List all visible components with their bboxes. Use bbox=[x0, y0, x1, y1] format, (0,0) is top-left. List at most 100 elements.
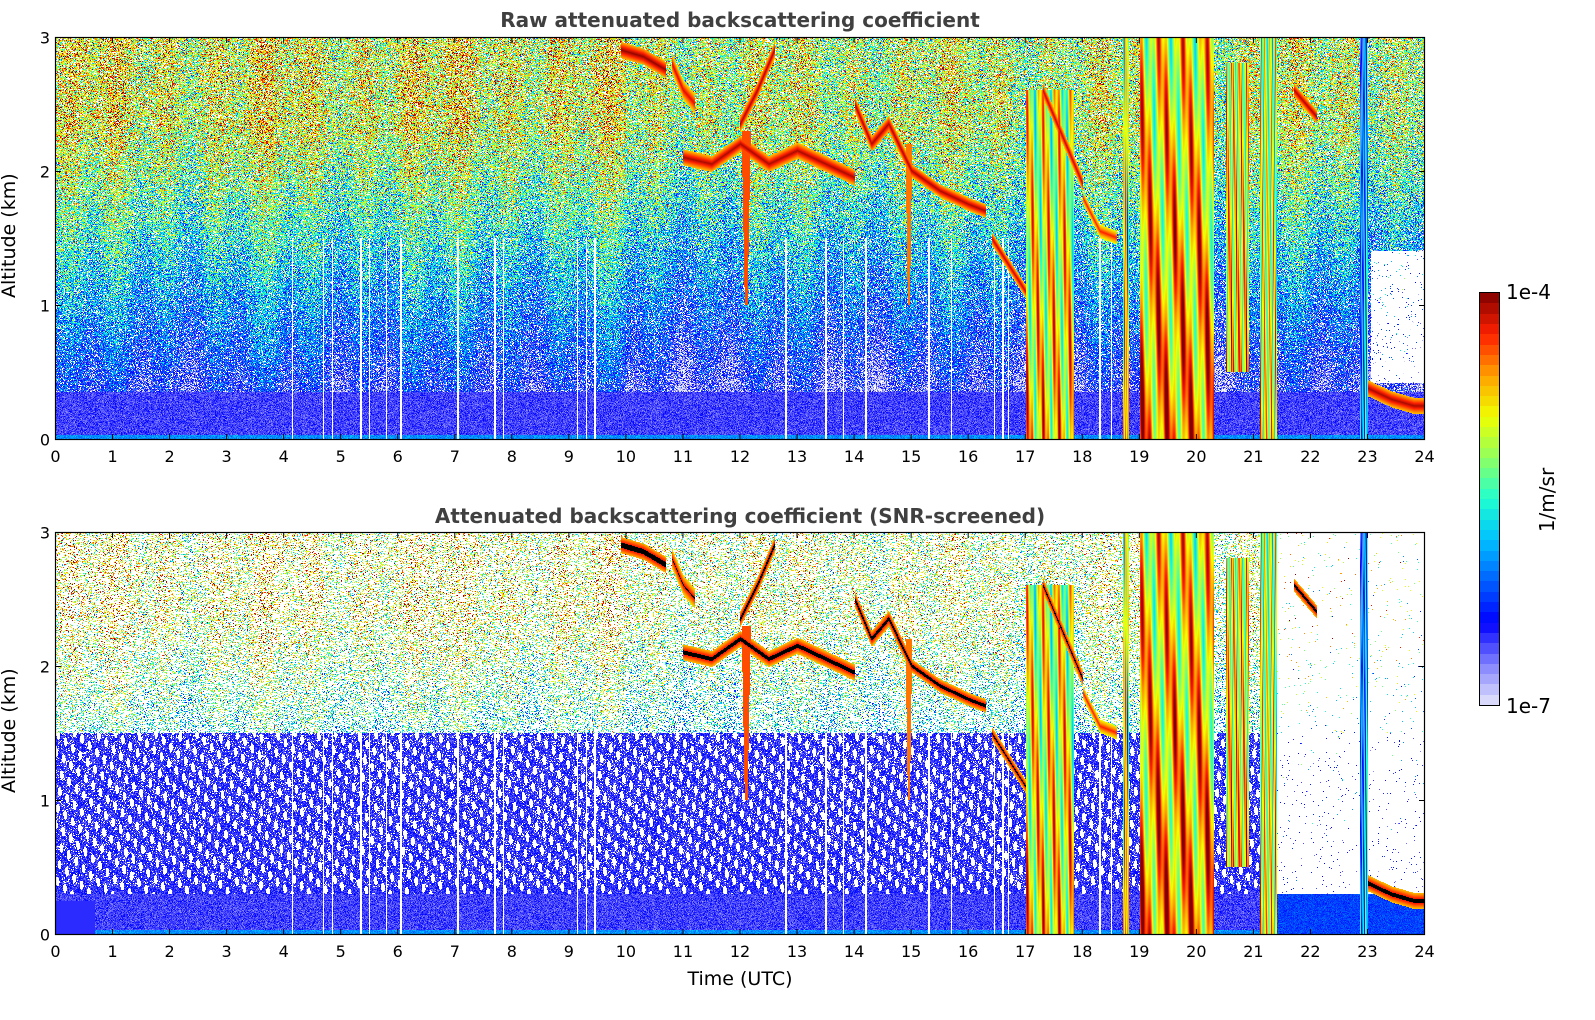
colorbar-step bbox=[1480, 416, 1499, 427]
x-tick-label: 16 bbox=[958, 942, 978, 961]
y-tick-label: 0 bbox=[40, 926, 50, 945]
colorbar-step bbox=[1480, 632, 1499, 644]
colorbar-step bbox=[1480, 571, 1499, 582]
colorbar-step bbox=[1480, 622, 1499, 633]
x-tick-label: 21 bbox=[1243, 447, 1263, 466]
x-tick-label: 12 bbox=[730, 942, 750, 961]
x-tick-label: 17 bbox=[1015, 942, 1035, 961]
colorbar-step bbox=[1480, 560, 1499, 572]
x-tick-label: 17 bbox=[1015, 447, 1035, 466]
colorbar-step bbox=[1480, 437, 1499, 448]
x-tick-label: 9 bbox=[564, 447, 574, 466]
bottom-axes-frame: 0 1 2 3 4 5 6 7 8 9 10 11 12 13 14 15 16 17 18 19 20 21 22 23 24… bbox=[40, 524, 1435, 962]
colorbar-step bbox=[1480, 509, 1499, 520]
colorbar-step bbox=[1480, 591, 1499, 603]
colorbar-unit-label: 1/m/sr bbox=[1535, 467, 1560, 533]
colorbar-step bbox=[1480, 478, 1499, 489]
y-tick-label: 2 bbox=[40, 658, 50, 677]
x-tick-label: 5 bbox=[336, 942, 346, 961]
x-tick-label: 6 bbox=[393, 447, 403, 466]
top-heatmap-image bbox=[55, 37, 1425, 440]
x-tick-label: 0 bbox=[50, 942, 60, 961]
x-tick-label: 22 bbox=[1300, 942, 1320, 961]
x-tick-label: 13 bbox=[787, 447, 807, 466]
x-tick-label: 10 bbox=[616, 942, 636, 961]
x-tick-label: 11 bbox=[673, 942, 693, 961]
x-tick-label: 8 bbox=[507, 447, 517, 466]
y-tick-label: 3 bbox=[40, 524, 50, 543]
colorbar-step bbox=[1480, 694, 1499, 705]
x-tick-label: 14 bbox=[844, 942, 864, 961]
x-tick-label: 18 bbox=[1072, 447, 1092, 466]
x-tick-label: 18 bbox=[1072, 942, 1092, 961]
colorbar-step bbox=[1480, 581, 1499, 592]
x-tick-label: 20 bbox=[1186, 942, 1206, 961]
colorbar-step bbox=[1480, 313, 1499, 325]
x-tick-label: 10 bbox=[616, 447, 636, 466]
colorbar-max-label: 1e-4 bbox=[1506, 280, 1551, 304]
x-tick-label: 15 bbox=[901, 942, 921, 961]
x-tick-label: 1 bbox=[107, 942, 117, 961]
x-tick-label: 14 bbox=[844, 447, 864, 466]
colorbar-step bbox=[1480, 468, 1499, 479]
x-tick-label: 23 bbox=[1357, 942, 1377, 961]
colorbar-step bbox=[1480, 653, 1499, 664]
colorbar-step bbox=[1480, 519, 1499, 530]
bottom-heatmap-image bbox=[55, 532, 1425, 935]
colorbar-step bbox=[1480, 488, 1499, 500]
top-chart-title: Raw attenuated backscattering coefficien… bbox=[500, 8, 980, 32]
colorbar-step bbox=[1480, 375, 1499, 386]
colorbar-step bbox=[1480, 303, 1499, 314]
x-tick-label: 8 bbox=[507, 942, 517, 961]
colorbar-min-label: 1e-7 bbox=[1506, 694, 1551, 718]
x-tick-label: 12 bbox=[730, 447, 750, 466]
colorbar-step bbox=[1480, 674, 1499, 685]
colorbar-step bbox=[1480, 396, 1499, 407]
colorbar-step bbox=[1480, 293, 1499, 304]
colorbar-step bbox=[1480, 457, 1499, 469]
colorbar-step bbox=[1480, 684, 1499, 695]
x-tick-label: 3 bbox=[222, 447, 232, 466]
colorbar-step bbox=[1480, 385, 1499, 397]
x-tick-label: 21 bbox=[1243, 942, 1263, 961]
x-tick-label: 2 bbox=[164, 942, 174, 961]
x-tick-label: 24 bbox=[1414, 942, 1434, 961]
y-tick-label: 0 bbox=[40, 431, 50, 450]
top-y-axis-label: Altitude (km) bbox=[0, 173, 20, 298]
y-tick-label: 1 bbox=[40, 792, 50, 811]
x-tick-label: 16 bbox=[958, 447, 978, 466]
x-tick-label: 4 bbox=[279, 447, 289, 466]
colorbar-step bbox=[1480, 663, 1499, 675]
x-axis-label: Time (UTC) bbox=[687, 968, 793, 990]
axes-border bbox=[54, 531, 1426, 936]
x-tick-label: 7 bbox=[450, 447, 460, 466]
colorbar-step bbox=[1480, 540, 1499, 551]
colorbar-step bbox=[1480, 334, 1499, 345]
x-tick-label: 24 bbox=[1414, 447, 1434, 466]
y-tick-label: 1 bbox=[40, 297, 50, 316]
x-tick-label: 20 bbox=[1186, 447, 1206, 466]
colorbar-step bbox=[1480, 354, 1499, 366]
x-tick-label: 0 bbox=[50, 447, 60, 466]
colorbar-step bbox=[1480, 344, 1499, 355]
x-tick-label: 2 bbox=[164, 447, 174, 466]
colorbar-step bbox=[1480, 426, 1499, 438]
y-tick-label: 2 bbox=[40, 163, 50, 182]
x-tick-label: 11 bbox=[673, 447, 693, 466]
y-tick-label: 3 bbox=[40, 29, 50, 48]
colorbar-step bbox=[1480, 324, 1499, 335]
colorbar-step bbox=[1480, 643, 1499, 654]
colorbar-step bbox=[1480, 406, 1499, 417]
x-tick-label: 22 bbox=[1300, 447, 1320, 466]
colorbar-step bbox=[1480, 550, 1499, 561]
colorbar-step bbox=[1480, 365, 1499, 376]
colorbar bbox=[1479, 292, 1500, 706]
top-heatmap-axes: 0 1 2 3 4 5 6 7 8 9 10 11 12 13 14 15 16 17 18 19 20 21 22 23 24… bbox=[0, 29, 1435, 467]
x-tick-label: 6 bbox=[393, 942, 403, 961]
bottom-y-axis-label: Altitude (km) bbox=[0, 668, 20, 793]
colorbar-step bbox=[1480, 529, 1499, 541]
colorbar-step bbox=[1480, 602, 1499, 613]
x-tick-label: 1 bbox=[107, 447, 117, 466]
x-tick-label: 3 bbox=[222, 942, 232, 961]
x-tick-label: 19 bbox=[1129, 942, 1149, 961]
